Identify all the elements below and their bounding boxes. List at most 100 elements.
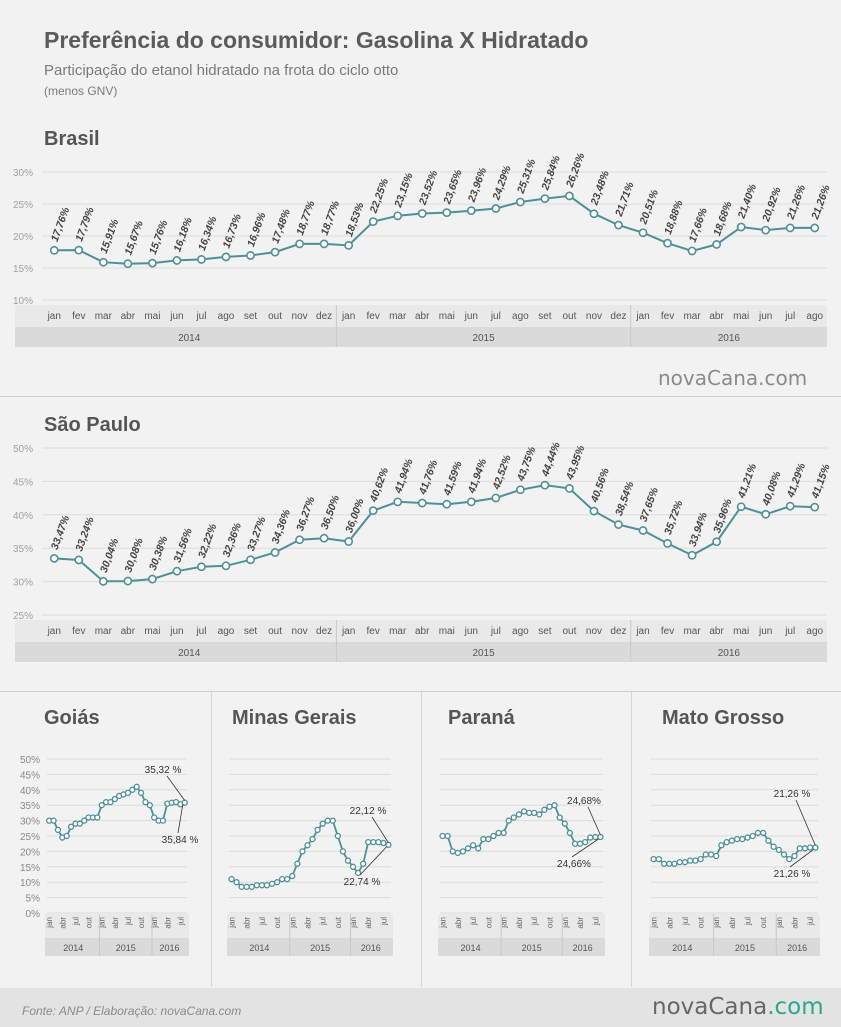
x-tick-label: fev (367, 311, 380, 322)
x-tick-label: mai (439, 311, 455, 322)
x-tick-label: mai (733, 311, 749, 322)
data-point (329, 817, 336, 824)
x-tick-label: jun (169, 311, 183, 322)
x-tick-label: mai (144, 311, 160, 322)
data-point (736, 222, 746, 232)
data-label: 36,50% (319, 493, 343, 531)
x-tick-label: jan (45, 917, 54, 929)
data-label: 32,36% (221, 521, 245, 559)
data-point (63, 832, 70, 840)
data-point (444, 832, 451, 840)
data-point (510, 814, 518, 821)
data-label: 40,56% (588, 466, 612, 505)
x-tick-label: nov (586, 626, 602, 637)
data-point (697, 855, 704, 863)
data-point (663, 238, 672, 248)
page-title: Preferência do consumidor: Gasolina X Hi… (44, 27, 589, 53)
chart-title-brasil: Brasil (44, 128, 100, 150)
y-tick-label: 40% (20, 786, 40, 797)
x-tick-label: jul (124, 917, 133, 926)
x-tick-label: mai (439, 626, 455, 637)
callout-label: 24,66% (557, 859, 591, 870)
x-tick-label: abr (121, 311, 136, 322)
year-label: 2014 (249, 943, 269, 953)
x-tick-label: abr (243, 917, 252, 929)
data-point (76, 820, 83, 827)
data-point (760, 829, 767, 837)
x-tick-label: fev (72, 626, 85, 637)
data-point (551, 802, 558, 809)
data-point (385, 841, 392, 849)
y-tick-label: 45% (13, 477, 33, 488)
data-label: 23,48% (588, 169, 612, 208)
x-tick-label: mar (389, 311, 407, 322)
year-band (438, 938, 605, 956)
chart-brasil: 10%15%20%25%30%jan fev mar abr mai jun jul ago s… (13, 151, 833, 347)
data-label: 33,27% (245, 515, 269, 553)
year-label: 2014 (178, 333, 201, 344)
data-point (785, 501, 795, 511)
data-point (233, 879, 240, 886)
callout-leader (571, 838, 599, 858)
data-label: 37,65% (638, 485, 662, 523)
data-point (129, 786, 136, 793)
small-charts: 0%5%10%15%20%25%30%35%40%45%50%jan abr jul… (20, 755, 820, 956)
y-tick-label: 35% (13, 544, 33, 555)
year-label: 2015 (472, 333, 495, 344)
x-tick-label: fev (661, 626, 674, 637)
data-label: 44,44% (539, 440, 563, 479)
data-point (248, 883, 255, 890)
data-label: 16,18% (171, 215, 195, 253)
x-tick-label: jun (758, 311, 772, 322)
x-tick-label: jan (47, 311, 61, 322)
data-point (812, 844, 819, 851)
x-tick-label: dez (316, 626, 332, 637)
data-point (671, 860, 678, 867)
year-label: 2014 (63, 943, 83, 953)
data-point (681, 859, 689, 866)
data-point (172, 566, 182, 576)
x-tick-label: jan (228, 917, 237, 929)
data-point (253, 882, 260, 889)
data-point (98, 257, 108, 267)
chart-title-mato-grosso: Mato Grosso (662, 707, 785, 729)
data-point (151, 814, 158, 821)
source-note: Fonte: ANP / Elaboração: novaCana.com (22, 1004, 242, 1018)
data-point (614, 220, 623, 230)
data-point (505, 817, 512, 824)
data-point (319, 239, 329, 249)
data-point (123, 576, 133, 586)
callout-leader (587, 806, 601, 836)
data-label: 41,29% (784, 461, 808, 500)
data-point (655, 855, 662, 863)
year-label: 2015 (472, 648, 495, 659)
data-point (561, 820, 568, 827)
x-tick-label: jan (561, 917, 570, 929)
x-tick-label: out (268, 626, 282, 637)
callout-label: 21,26 % (774, 869, 811, 880)
year-band (227, 938, 393, 956)
data-point (614, 520, 623, 529)
callout-leader (789, 849, 814, 868)
data-point (319, 820, 326, 827)
x-tick-label: abr (515, 917, 524, 929)
data-point (123, 259, 133, 269)
data-label: 25,31% (515, 157, 539, 196)
data-point (393, 497, 403, 507)
year-band (45, 938, 189, 956)
data-point (702, 851, 709, 858)
data-label: 15,67% (122, 219, 146, 257)
x-tick-label: set (244, 311, 258, 322)
data-label: 21,26% (809, 183, 833, 222)
data-point (49, 554, 59, 563)
data-point (801, 845, 809, 852)
data-point (98, 802, 105, 809)
x-tick-label: abr (665, 917, 674, 929)
x-tick-label: nov (292, 626, 308, 637)
data-point (344, 537, 354, 546)
callout-label: 22,12 % (350, 806, 387, 817)
x-tick-label: abr (415, 311, 430, 322)
x-tick-label: abr (58, 917, 67, 929)
data-point (159, 817, 167, 824)
x-tick-label: jul (681, 917, 690, 926)
